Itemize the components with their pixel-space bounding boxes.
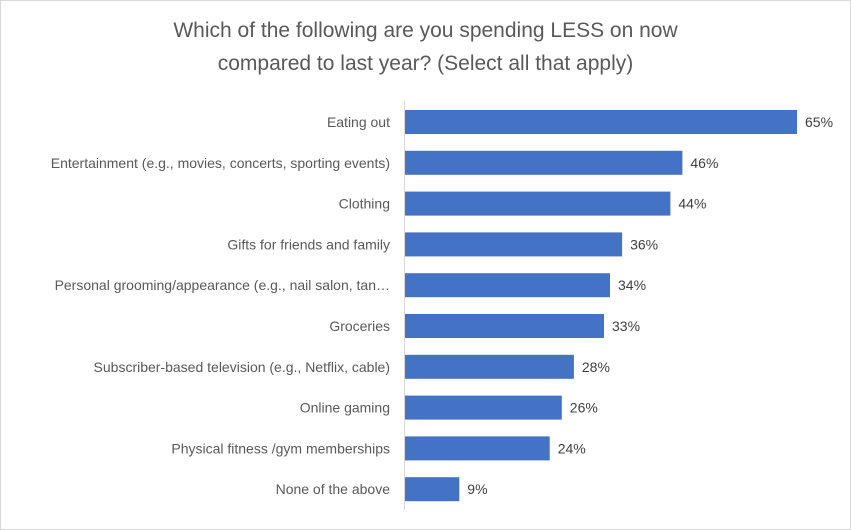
category-label: Eating out xyxy=(327,114,390,130)
value-label: 28% xyxy=(582,359,610,375)
category-label: Clothing xyxy=(339,196,390,212)
value-label: 33% xyxy=(612,318,640,334)
value-label: 65% xyxy=(805,114,833,130)
value-label: 46% xyxy=(690,155,718,171)
chart-title: Which of the following are you spending … xyxy=(0,14,851,80)
value-label: 44% xyxy=(678,196,706,212)
category-label: Gifts for friends and family xyxy=(227,236,390,252)
bar xyxy=(405,477,460,502)
category-label: Physical fitness /gym memberships xyxy=(171,440,390,456)
value-label: 36% xyxy=(630,236,658,252)
bar xyxy=(405,191,671,216)
category-label: Groceries xyxy=(329,318,390,334)
value-label: 24% xyxy=(558,440,586,456)
category-label: None of the above xyxy=(276,481,391,497)
value-label: 34% xyxy=(618,277,646,293)
category-label: Online gaming xyxy=(300,400,390,416)
chart-title-line-2: compared to last year? (Select all that … xyxy=(217,52,634,75)
bar xyxy=(405,150,683,175)
bar xyxy=(405,273,610,298)
chart-title-line-1: Which of the following are you spending … xyxy=(173,19,678,42)
category-label: Personal grooming/appearance (e.g., nail… xyxy=(55,277,390,293)
category-label: Entertainment (e.g., movies, concerts, s… xyxy=(51,155,390,171)
value-label: 9% xyxy=(467,481,487,497)
bars-layer: Eating out 65% Entertainment (e.g., movies… xyxy=(51,110,833,502)
bar xyxy=(405,110,797,134)
category-label: Subscriber-based television (e.g., Netfl… xyxy=(94,359,390,375)
bar xyxy=(405,395,562,420)
bar xyxy=(405,314,604,338)
bar xyxy=(405,436,550,461)
bar xyxy=(405,232,623,257)
value-label: 26% xyxy=(570,400,598,416)
bar xyxy=(405,354,574,379)
